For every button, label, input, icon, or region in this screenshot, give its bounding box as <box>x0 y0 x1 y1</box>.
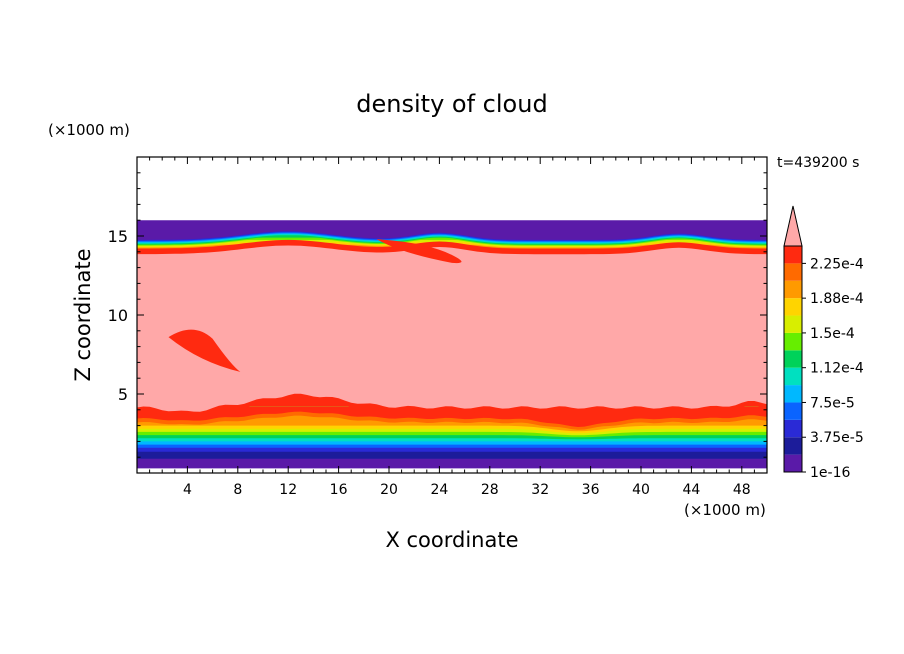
contour-band <box>137 461 767 469</box>
colorbar-segment <box>784 437 802 455</box>
contour-band <box>376 239 462 264</box>
x-tick-label: 16 <box>330 482 348 498</box>
colorbar-segment <box>784 332 802 351</box>
colorbar-label: 3.75e-5 <box>810 430 864 446</box>
colorbar-label: 1.12e-4 <box>810 361 864 377</box>
y-axis-ticks: 5 10 15 <box>108 172 767 458</box>
x-tick-label: 48 <box>733 482 751 498</box>
colorbar-segment <box>784 246 802 264</box>
x-tick-label: 28 <box>481 482 499 498</box>
colorbar-segment <box>784 298 802 316</box>
colorbar-label: 1.5e-4 <box>810 326 855 342</box>
x-tick-label: 8 <box>233 482 242 498</box>
chart-title: density of cloud <box>356 90 547 118</box>
colorbar-segment <box>784 315 802 333</box>
x-tick-label: 12 <box>279 482 297 498</box>
x-tick-label: 4 <box>183 482 192 498</box>
colorbar-label: 7.5e-5 <box>810 395 855 411</box>
colorbar-label: 1.88e-4 <box>810 291 864 307</box>
colorbar-extension <box>783 205 803 247</box>
colorbar-segment <box>784 350 802 368</box>
colorbar-frame <box>783 245 803 473</box>
colorbar-segment <box>784 280 802 299</box>
x-tick-label: 24 <box>430 482 448 498</box>
colorbar-segment <box>784 402 802 420</box>
y-unit-label: (×1000 m) <box>48 121 130 139</box>
time-label: t=439200 s <box>777 155 859 171</box>
x-tick-label: 32 <box>531 482 549 498</box>
cloud-core <box>137 245 767 412</box>
colorbar-segment <box>784 385 802 403</box>
y-tick-label: 15 <box>108 227 128 246</box>
density-field <box>137 220 767 469</box>
colorbar-label: 1e-16 <box>810 465 850 481</box>
x-axis-ticks: 4 8 12 16 20 24 28 32 36 40 44 48 <box>149 157 768 498</box>
x-tick-label: 20 <box>380 482 398 498</box>
colorbar-segment <box>784 367 802 386</box>
colorbar-segment <box>784 419 802 438</box>
colorbar-segment <box>784 263 802 281</box>
x-tick-label: 44 <box>682 482 700 498</box>
colorbar: 1e-16 3.75e-5 7.5e-5 1.12e-4 1.5e-4 1.88e-4 2.… <box>783 205 864 481</box>
y-tick-label: 10 <box>108 306 128 325</box>
y-axis-label: Z coordinate <box>71 248 95 381</box>
x-axis-label: X coordinate <box>385 528 518 552</box>
x-unit-label: (×1000 m) <box>684 501 766 519</box>
x-tick-label: 36 <box>582 482 600 498</box>
colorbar-segment <box>784 454 802 472</box>
colorbar-label: 2.25e-4 <box>810 256 864 272</box>
x-tick-label: 40 <box>632 482 650 498</box>
contour-band <box>168 329 241 372</box>
y-tick-label: 5 <box>118 385 128 404</box>
